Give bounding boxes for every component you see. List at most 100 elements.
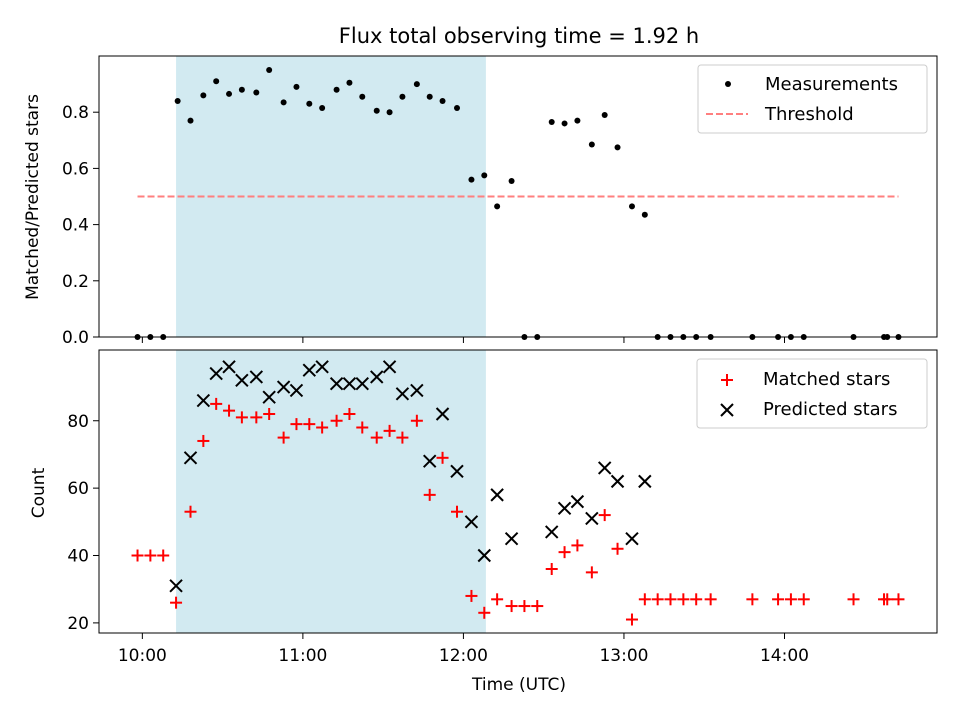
matched-stars-point: [478, 606, 491, 619]
y-tick-label: 0.0: [62, 328, 89, 348]
measurement-point: [213, 78, 220, 85]
legend-box: [697, 64, 928, 134]
measurement-point: [614, 144, 621, 151]
top-panel-ticks: 0.0 0.2 0.4 0.6 0.8: [62, 103, 785, 348]
chart-title: Flux total observing time = 1.92 h: [339, 24, 699, 48]
measurement-point: [226, 90, 233, 97]
matched-stars-point: [316, 421, 329, 434]
measurement-point: [601, 112, 608, 119]
matched-stars-point: [290, 418, 303, 431]
legend-measurements-label: Measurements: [765, 74, 898, 95]
predicted-stars-point: [464, 515, 479, 529]
matched-stars-point: [131, 549, 144, 562]
measurement-point: [628, 203, 635, 210]
legend-threshold-label: Threshold: [764, 104, 854, 125]
matched-stars-point: [784, 593, 797, 606]
matched-stars-point: [184, 505, 197, 518]
measurement-point: [266, 67, 273, 74]
x-tick-label: 13:00: [599, 646, 648, 666]
legend-predicted-label: Predicted stars: [763, 399, 897, 420]
legend-box: [696, 358, 928, 429]
x-tick-label: 12:00: [439, 646, 488, 666]
measurement-point: [306, 100, 313, 107]
predicted-stars-point: [262, 390, 276, 404]
measurement-point: [426, 93, 433, 100]
predicted-stars-point: [422, 454, 437, 468]
legend-matched-label: Matched stars: [763, 369, 890, 390]
matched-stars-point: [343, 408, 356, 421]
matched-stars-point: [465, 589, 478, 602]
measurement-point: [494, 203, 501, 210]
measurement-point: [293, 83, 300, 90]
predicted-stars-point: [315, 360, 329, 374]
measurement-point: [548, 119, 555, 126]
y-tick-label: 0.8: [62, 103, 89, 123]
matched-stars-point: [450, 505, 463, 518]
measurement-point: [373, 107, 380, 114]
matched-stars-point: [690, 593, 703, 606]
matched-stars-point: [611, 542, 624, 555]
x-tick-label: 11:00: [278, 646, 327, 666]
matched-stars-point: [847, 593, 860, 606]
matched-stars-point: [704, 593, 717, 606]
predicted-stars-point: [450, 464, 464, 478]
predicted-stars-point: [196, 393, 211, 408]
matched-stars-point: [558, 546, 571, 559]
matched-stars-point: [144, 549, 157, 562]
matched-stars-point: [531, 600, 544, 613]
matched-stars-point: [651, 593, 664, 606]
measurement-point: [399, 93, 406, 100]
predicted-stars-point: [410, 383, 424, 398]
matched-stars-point: [892, 593, 905, 606]
predicted-stars-point: [395, 387, 410, 401]
measurement-point: [561, 120, 568, 127]
matched-stars-point: [491, 593, 504, 606]
predicted-stars-point: [169, 579, 183, 593]
measurement-point: [574, 117, 581, 124]
matched-stars-point: [303, 418, 316, 431]
matched-stars-point: [210, 397, 223, 410]
predicted-stars-point: [477, 548, 491, 563]
measurement-point: [200, 92, 207, 99]
predicted-stars-point: [329, 376, 344, 391]
predicted-stars-point: [490, 488, 504, 502]
matched-stars-point: [625, 613, 638, 626]
measurement-point: [641, 211, 648, 218]
predicted-stars-point: [610, 474, 625, 489]
predicted-stars-point: [435, 407, 450, 421]
predicted-stars-point: [504, 531, 519, 546]
matched-stars-point: [505, 600, 518, 613]
predicted-stars-point: [585, 511, 599, 526]
predicted-stars-point: [276, 380, 291, 394]
top-panel-frame: [98, 55, 938, 338]
matched-stars-point: [638, 593, 651, 606]
matched-stars-point: [423, 488, 436, 501]
measurement-point: [187, 117, 194, 124]
bottom-panel-ticks: 20 40 60 80 10:00 11:00 12:00 13:00 14:00: [67, 412, 809, 666]
y-tick-label: 0.6: [62, 159, 89, 179]
bottom-panel-frame: [98, 349, 938, 634]
predicted-stars-point: [342, 376, 357, 391]
measurement-point: [481, 172, 488, 179]
measurement-point: [346, 79, 353, 86]
matched-stars-point: [677, 593, 690, 606]
matched-stars-point: [223, 404, 236, 417]
matched-stars-point: [797, 593, 810, 606]
matched-stars-point: [277, 431, 290, 444]
legend-predicted-marker: [720, 403, 734, 417]
matched-stars-point: [157, 549, 170, 562]
y-tick-label: 60: [67, 479, 89, 499]
predicted-stars-point: [222, 360, 236, 374]
matched-stars-point: [772, 593, 785, 606]
y-axis-label-ratio: Matched/Predicted stars: [23, 94, 43, 300]
matched-stars-point: [585, 566, 598, 579]
predicted-stars-point: [249, 370, 264, 384]
matched-stars-point: [330, 414, 343, 427]
observing-time-shade: [176, 350, 486, 633]
matched-stars-point: [436, 451, 449, 464]
predicted-stars-point: [355, 376, 369, 391]
legend-matched-marker: [721, 374, 733, 386]
matched-stars-point: [396, 431, 409, 444]
matched-stars-point: [545, 562, 558, 575]
measurement-point: [280, 99, 287, 106]
